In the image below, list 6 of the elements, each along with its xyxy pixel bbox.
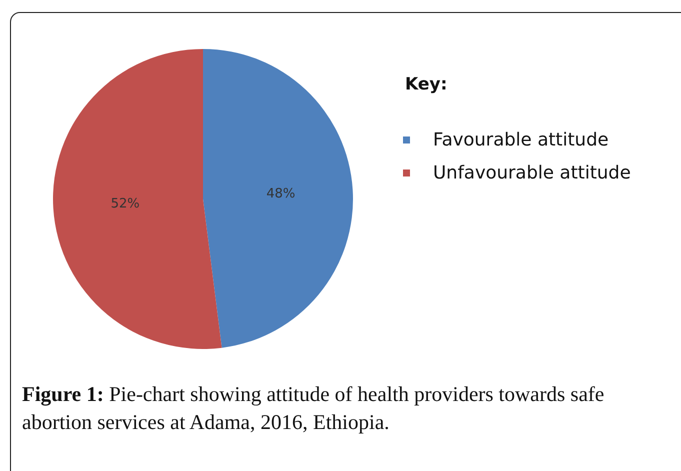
caption: Figure 1: Pie-chart showing attitude of health providers towards safe abortion services at Adama, 2016, Ethiopia. xyxy=(22,382,604,434)
data-label: 52% xyxy=(110,196,140,212)
legend-label: Unfavourable attitude xyxy=(433,162,631,184)
data-label: 48% xyxy=(266,186,296,202)
legend-title: Key: xyxy=(405,74,448,94)
legend-label: Favourable attitude xyxy=(433,130,609,150)
